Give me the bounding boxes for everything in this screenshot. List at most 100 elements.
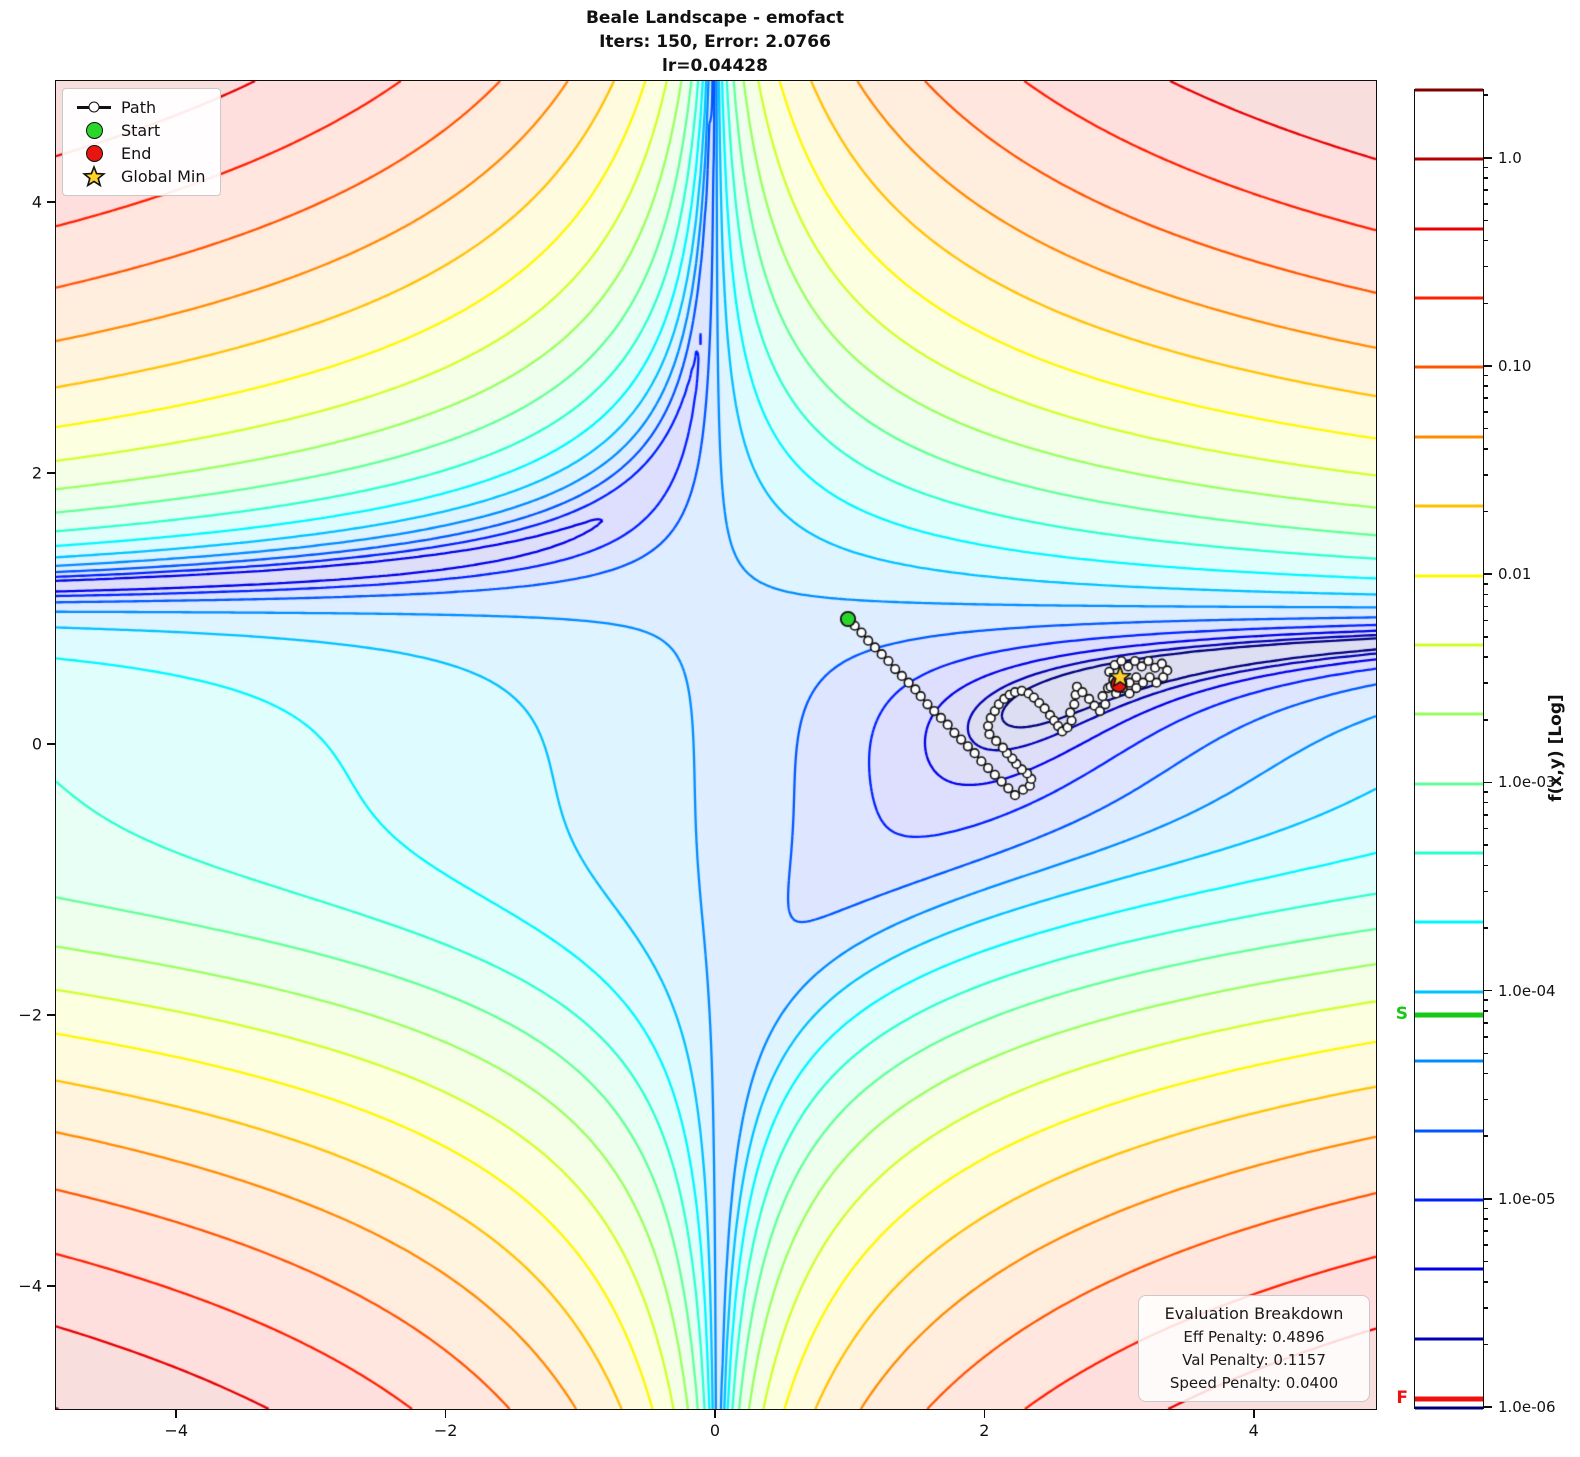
- colorbar-level-line: [1415, 712, 1483, 716]
- colorbar-level-line: [1415, 227, 1483, 231]
- colorbar-minor-tick: [1483, 1135, 1489, 1137]
- colorbar-minor-tick: [1483, 813, 1489, 816]
- colorbar-minor-tick: [1483, 427, 1489, 430]
- colorbar-minor-tick: [1483, 474, 1489, 476]
- evaluation-row-1: Val Penalty: 0.1157: [1182, 1351, 1326, 1369]
- colorbar-minor-tick: [1483, 1052, 1489, 1055]
- x-tick-mark: [714, 1409, 716, 1418]
- y-tick-label: −2: [18, 1005, 42, 1025]
- colorbar-level-line: [1415, 643, 1483, 647]
- colorbar-minor-tick: [1483, 593, 1489, 596]
- colorbar-level-line: [1415, 435, 1483, 439]
- colorbar-level-line: [1415, 296, 1483, 300]
- evaluation-row-0: Eff Penalty: 0.4896: [1183, 1328, 1325, 1346]
- y-tick-mark: [47, 201, 55, 203]
- y-tick-mark: [47, 743, 55, 745]
- chart-title: Beale Landscape - emofact: [585, 8, 845, 28]
- start-marker-icon: [73, 122, 115, 139]
- colorbar-tick-label: 0.01: [1498, 565, 1532, 584]
- colorbar-minor-tick: [1483, 1343, 1489, 1346]
- colorbar-minor-tick: [1483, 1244, 1489, 1246]
- plot-area: Path Start End Global Min Evaluation Breakd…: [55, 80, 1377, 1410]
- path-marker-icon: [73, 101, 115, 113]
- colorbar-level-line: [1415, 782, 1483, 786]
- legend-item-path: Path: [73, 96, 206, 119]
- colorbar-minor-tick: [1483, 1280, 1489, 1283]
- colorbar-tick-label: 1.0e-05: [1498, 1189, 1556, 1208]
- contour-plot-canvas: [56, 81, 1376, 1409]
- colorbar-f-marker-label: F: [1396, 1388, 1408, 1409]
- colorbar-level-line: [1415, 88, 1483, 92]
- legend-label: Global Min: [121, 167, 206, 186]
- colorbar-tick-mark: [1483, 156, 1492, 159]
- colorbar-minor-tick: [1483, 1022, 1489, 1024]
- colorbar-minor-tick: [1483, 166, 1489, 169]
- colorbar-level-line: [1415, 851, 1483, 855]
- colorbar-tick-label: 1.0: [1498, 148, 1522, 167]
- colorbar-minor-tick: [1483, 619, 1489, 622]
- colorbar-minor-tick: [1483, 265, 1489, 268]
- colorbar-minor-tick: [1483, 1010, 1489, 1012]
- chart-title-block: Beale Landscape - emofact Iters: 150, Er…: [55, 6, 1375, 78]
- x-tick-label: −4: [164, 1421, 189, 1440]
- y-tick-label: 0: [31, 734, 42, 754]
- colorbar-tick-label: 0.10: [1498, 356, 1532, 375]
- y-tick-mark: [47, 1014, 55, 1016]
- colorbar-minor-tick: [1483, 1036, 1489, 1038]
- colorbar-level-line: [1415, 990, 1483, 994]
- colorbar-minor-tick: [1483, 385, 1489, 387]
- colorbar-minor-tick: [1483, 890, 1489, 893]
- x-tick-label: 0: [709, 1421, 721, 1440]
- colorbar-minor-tick: [1483, 636, 1489, 638]
- colorbar-minor-tick: [1483, 189, 1489, 191]
- legend-label: Path: [121, 98, 157, 117]
- colorbar-minor-tick: [1483, 448, 1489, 450]
- colorbar-minor-tick: [1483, 239, 1489, 242]
- chart-subtitle-iters-error: Iters: 150, Error: 2.0766: [599, 32, 831, 52]
- colorbar-minor-tick: [1483, 1230, 1489, 1232]
- path-point-icon: [88, 101, 100, 113]
- x-tick-label: 2: [979, 1421, 990, 1440]
- end-circle-icon: [85, 145, 103, 162]
- evaluation-breakdown-title: Evaluation Breakdown: [1164, 1304, 1344, 1323]
- colorbar-level-line: [1415, 157, 1483, 161]
- x-tick-label: −2: [433, 1421, 458, 1440]
- colorbar-tick-mark: [1483, 989, 1492, 992]
- evaluation-breakdown-box: Evaluation Breakdown Eff Penalty: 0.4896…: [1138, 1295, 1370, 1402]
- x-tick-mark: [175, 1409, 178, 1418]
- colorbar-level-line: [1415, 365, 1483, 369]
- colorbar-s-marker-line: [1415, 1012, 1483, 1018]
- start-circle-icon: [85, 122, 103, 139]
- legend: Path Start End Global Min: [62, 88, 221, 196]
- y-tick-label: 4: [31, 192, 42, 212]
- colorbar-minor-tick: [1483, 582, 1489, 585]
- colorbar-minor-tick: [1483, 864, 1489, 867]
- colorbar-level-line: [1415, 1406, 1483, 1410]
- colorbar-s-marker-label: S: [1395, 1004, 1408, 1025]
- x-tick-mark: [1252, 1409, 1255, 1418]
- colorbar-tick-mark: [1483, 1406, 1492, 1408]
- colorbar-level-line: [1415, 504, 1483, 508]
- evaluation-row-2: Speed Penalty: 0.0400: [1169, 1374, 1339, 1392]
- y-tick-mark: [47, 1285, 55, 1287]
- colorbar-minor-tick: [1483, 94, 1489, 96]
- colorbar-level-line: [1415, 574, 1483, 578]
- y-tick-label: −4: [18, 1276, 42, 1296]
- colorbar-tick-label: 1.0e-04: [1498, 981, 1556, 1000]
- colorbar-tick-mark: [1483, 781, 1492, 784]
- colorbar-minor-tick: [1483, 1306, 1489, 1309]
- colorbar-minor-tick: [1483, 397, 1489, 400]
- colorbar-minor-tick: [1483, 827, 1489, 830]
- colorbar-minor-tick: [1483, 1207, 1489, 1210]
- colorbar-tick-label: 1.0e-03: [1498, 773, 1556, 792]
- colorbar-minor-tick: [1483, 844, 1489, 846]
- legend-item-start: Start: [73, 119, 206, 142]
- colorbar-minor-tick: [1483, 177, 1489, 179]
- colorbar-minor-tick: [1483, 927, 1489, 929]
- colorbar-minor-tick: [1483, 1098, 1489, 1101]
- colorbar-level-line: [1415, 920, 1483, 924]
- colorbar-minor-tick: [1483, 718, 1489, 721]
- colorbar-minor-tick: [1483, 791, 1489, 793]
- y-tick-label: 2: [31, 463, 42, 483]
- colorbar-minor-tick: [1483, 656, 1489, 658]
